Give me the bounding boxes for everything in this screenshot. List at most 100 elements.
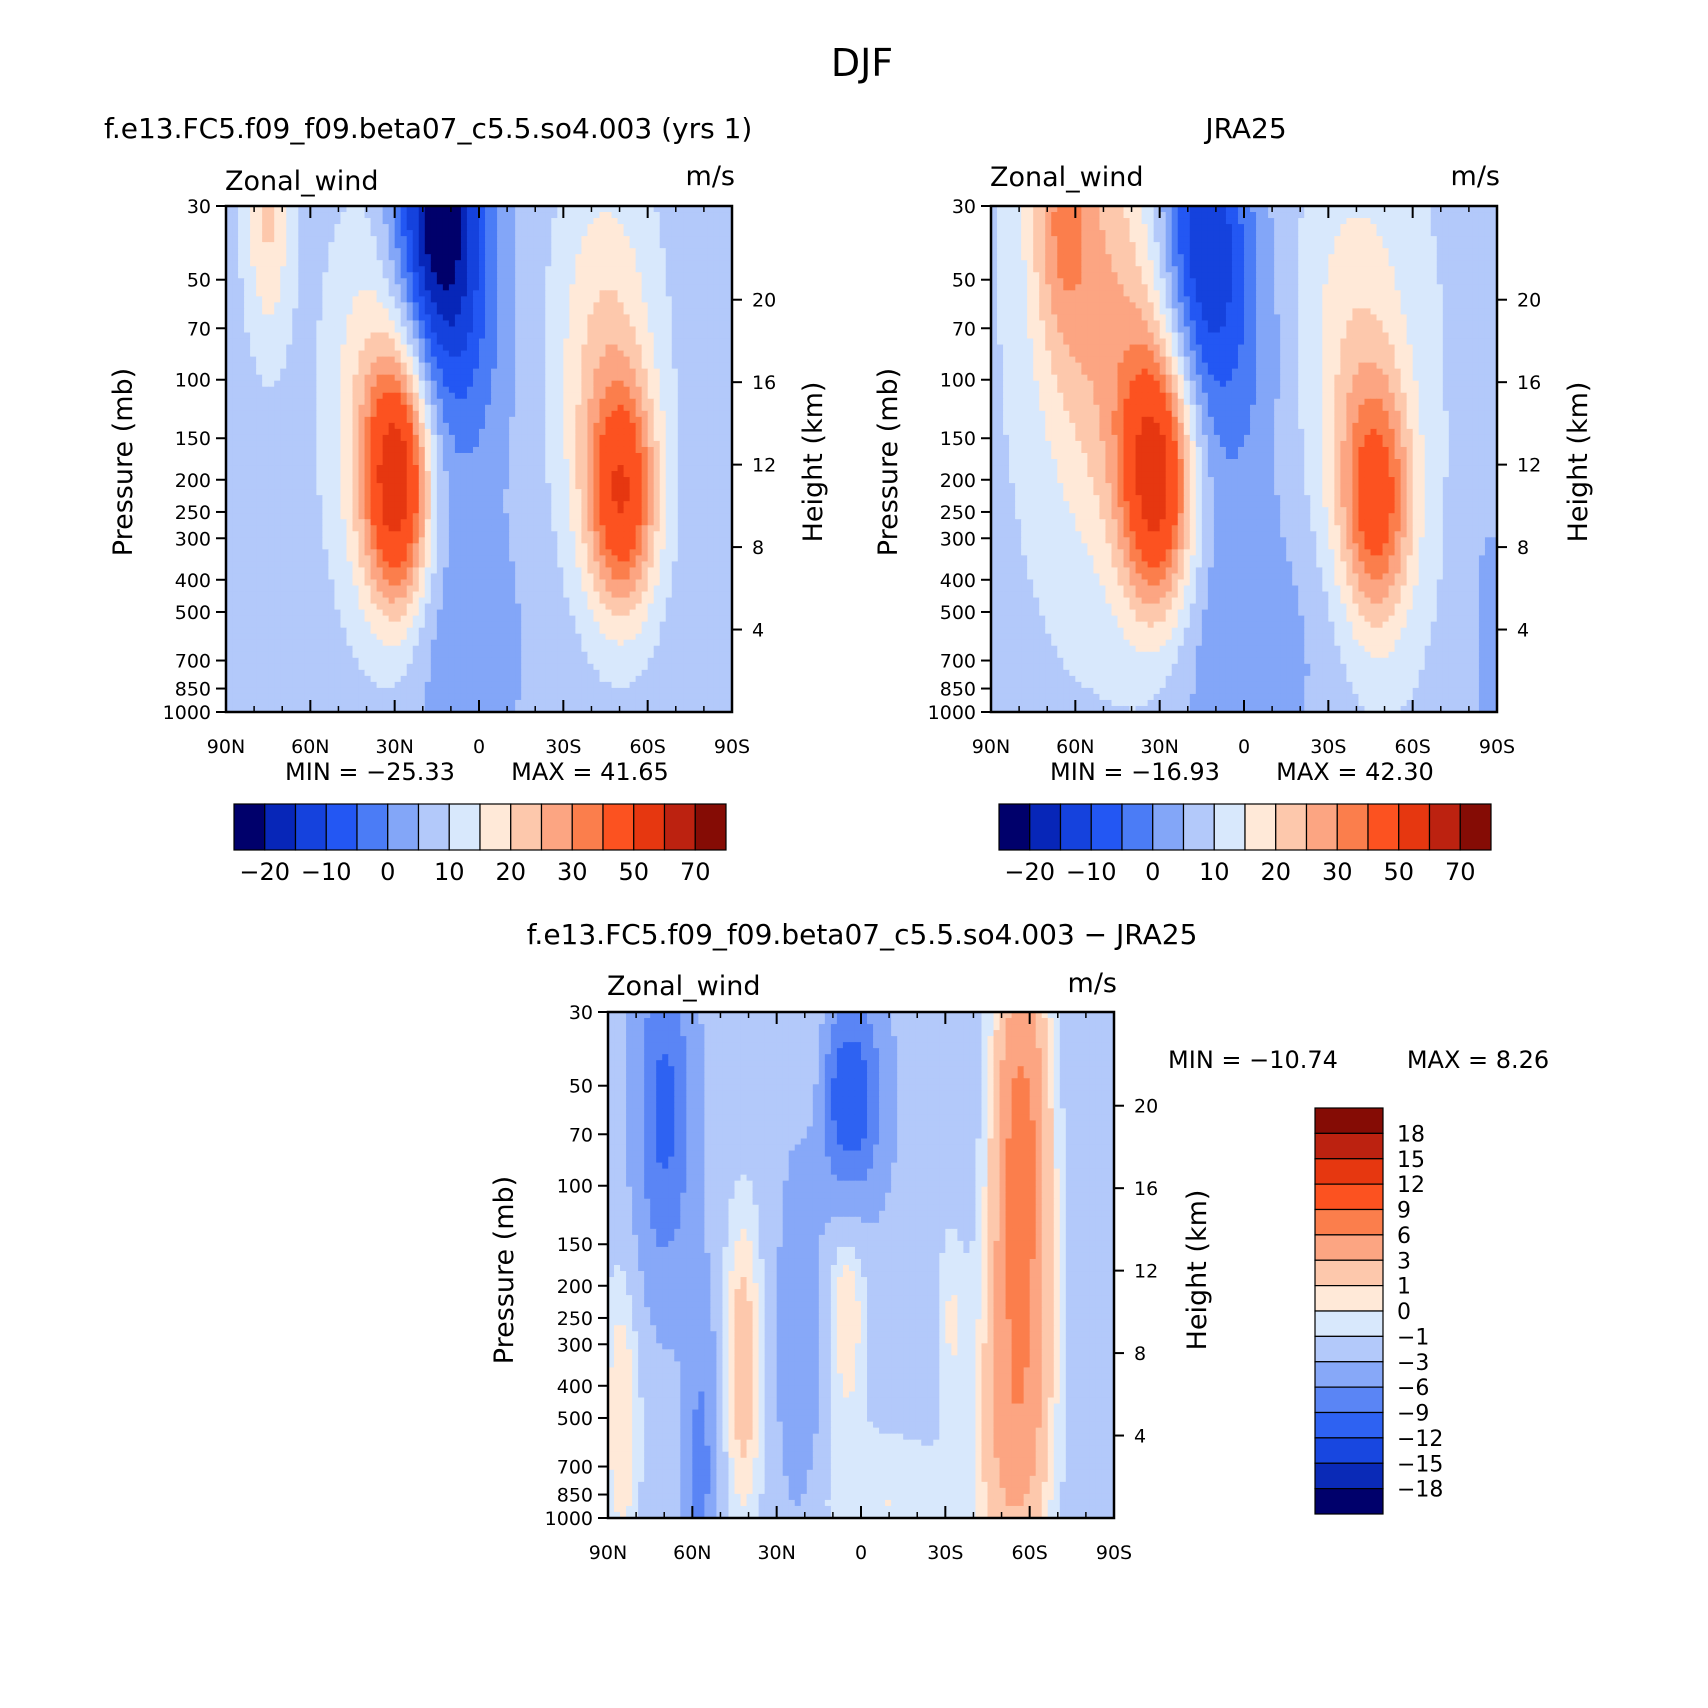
contour-cell xyxy=(708,501,715,508)
contour-cell xyxy=(708,290,715,297)
contour-cell xyxy=(624,555,631,562)
contour-cell xyxy=(298,357,305,364)
contour-cell xyxy=(539,351,546,358)
contour-cell xyxy=(648,375,655,382)
contour-cell xyxy=(599,417,606,424)
contour-cell xyxy=(244,320,251,327)
contour-cell xyxy=(467,435,474,442)
contour-cell xyxy=(310,248,317,255)
contour-cell xyxy=(636,393,643,400)
contour-cell xyxy=(696,302,703,309)
contour-cell xyxy=(696,435,703,442)
contour-cell xyxy=(359,387,366,394)
contour-cell xyxy=(630,284,637,291)
contour-cell xyxy=(660,345,667,352)
contour-cell xyxy=(346,339,353,346)
contour-cell xyxy=(708,555,715,562)
contour-cell xyxy=(636,525,643,532)
contour-cell xyxy=(702,501,709,508)
contour-cell xyxy=(443,405,450,412)
contour-cell xyxy=(431,519,438,526)
contour-cell xyxy=(636,363,643,370)
contour-cell xyxy=(304,272,311,279)
contour-cell xyxy=(479,423,486,430)
contour-cell xyxy=(340,302,347,309)
contour-cell xyxy=(551,236,558,243)
contour-cell xyxy=(455,363,462,370)
contour-cell xyxy=(648,296,655,303)
contour-cell xyxy=(702,345,709,352)
contour-cell xyxy=(401,320,408,327)
contour-cell xyxy=(678,248,685,255)
contour-cell xyxy=(714,417,721,424)
contour-cell xyxy=(425,248,432,255)
contour-cell xyxy=(286,519,293,526)
contour-cell xyxy=(383,290,390,297)
contour-cell xyxy=(304,345,311,352)
contour-cell xyxy=(599,218,606,225)
contour-cell xyxy=(268,417,275,424)
contour-cell xyxy=(425,513,432,520)
contour-cell xyxy=(684,326,691,333)
contour-cell xyxy=(593,513,600,520)
contour-cell xyxy=(419,399,426,406)
contour-cell xyxy=(328,326,335,333)
contour-cell xyxy=(666,507,673,514)
contour-cell xyxy=(563,320,570,327)
contour-cell xyxy=(322,212,329,219)
contour-cell xyxy=(720,333,727,340)
contour-cell xyxy=(461,471,468,478)
contour-cell xyxy=(708,483,715,490)
contour-cell xyxy=(340,561,347,568)
contour-cell xyxy=(256,531,263,538)
contour-cell xyxy=(250,501,257,508)
contour-cell xyxy=(353,423,360,430)
contour-cell xyxy=(431,459,438,466)
contour-cell xyxy=(714,405,721,412)
contour-cell xyxy=(539,423,546,430)
contour-cell xyxy=(702,266,709,273)
contour-cell xyxy=(232,278,239,285)
contour-cell xyxy=(497,531,504,538)
contour-cell xyxy=(413,314,420,321)
contour-cell xyxy=(383,242,390,249)
contour-cell xyxy=(678,278,685,285)
contour-cell xyxy=(479,326,486,333)
contour-cell xyxy=(467,254,474,261)
contour-cell xyxy=(431,543,438,550)
contour-cell xyxy=(630,387,637,394)
contour-cell xyxy=(419,477,426,484)
contour-cell xyxy=(618,393,625,400)
contour-cell xyxy=(684,272,691,279)
contour-cell xyxy=(720,471,727,478)
contour-cell xyxy=(274,302,281,309)
contour-cell xyxy=(467,224,474,231)
contour-cell xyxy=(395,326,402,333)
contour-cell xyxy=(262,513,269,520)
contour-cell xyxy=(624,345,631,352)
contour-cell xyxy=(708,248,715,255)
contour-cell xyxy=(587,266,594,273)
contour-cell xyxy=(533,314,540,321)
contour-cell xyxy=(371,531,378,538)
contour-cell xyxy=(533,333,540,340)
contour-cell xyxy=(316,290,323,297)
contour-cell xyxy=(353,284,360,291)
contour-cell xyxy=(678,266,685,273)
contour-cell xyxy=(581,483,588,490)
contour-cell xyxy=(527,435,534,442)
contour-cell xyxy=(575,507,582,514)
contour-cell xyxy=(413,387,420,394)
contour-cell xyxy=(563,302,570,309)
contour-cell xyxy=(280,453,287,460)
contour-cell xyxy=(606,230,613,237)
contour-cell xyxy=(334,405,341,412)
contour-cell xyxy=(708,320,715,327)
contour-cell xyxy=(648,284,655,291)
contour-cell xyxy=(497,375,504,382)
contour-cell xyxy=(563,333,570,340)
contour-cell xyxy=(575,459,582,466)
contour-cell xyxy=(545,278,552,285)
contour-cell xyxy=(377,555,384,562)
contour-cell xyxy=(310,429,317,436)
